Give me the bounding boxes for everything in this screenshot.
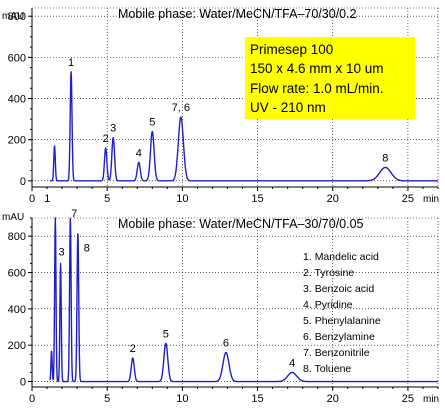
top-peak-label: 2 — [103, 133, 109, 145]
bottom-x-tick-label: 20 — [327, 393, 339, 405]
bottom-peak-label: 4 — [289, 357, 295, 369]
column-info-box: Primesep 100 150 x 4.6 mm x 10 um Flow r… — [245, 37, 415, 119]
bottom-peak-label: 1 — [44, 193, 50, 205]
top-peak-label: 5 — [149, 116, 155, 128]
top-x-tick-label: 5 — [104, 193, 110, 205]
legend-item-4: 4. Pyridine — [303, 299, 353, 311]
legend-item-2: 2. Tyrosine — [303, 267, 354, 279]
bottom-peak-label: 6 — [223, 337, 229, 349]
legend-item-8: 8. Toluene — [303, 363, 351, 375]
info-box-line-4: UV - 210 nm — [250, 100, 326, 115]
bottom-peak-label: 7 — [71, 208, 77, 220]
legend-item-5: 5. Phenylalanine — [303, 315, 381, 327]
top-peak-label: 1 — [68, 57, 74, 69]
top-x-axis-unit: min — [423, 194, 439, 205]
info-box-line-3: Flow rate: 1.0 mL/min. — [250, 81, 384, 96]
bottom-peak-label: 3 — [59, 246, 65, 258]
legend-item-3: 3. Benzoic acid — [303, 283, 374, 295]
top-chromatogram: Mobile phase: Water/MeCN/TFA–70/30/0.2 m… — [2, 7, 439, 205]
bottom-x-tick-label: 10 — [176, 393, 188, 405]
legend-item-7: 7. Benzonitrile — [303, 347, 370, 359]
bottom-y-tick-label: 200 — [8, 340, 26, 352]
top-y-tick-label: 200 — [8, 135, 26, 147]
top-x-tick-label: 15 — [251, 193, 263, 205]
bottom-x-tick-label: 25 — [402, 393, 414, 405]
bottom-peak-label: 8 — [84, 243, 90, 255]
compound-legend: 1. Mandelic acid 2. Tyrosine 3. Benzoic … — [303, 251, 381, 375]
bottom-chart-title: Mobile phase: Water/MeCN/TFA–30/70/0.05 — [118, 217, 364, 231]
bottom-x-tick-label: 0 — [29, 393, 35, 405]
bottom-chromatogram-trace — [49, 217, 439, 383]
legend-item-6: 6. Benzylamine — [303, 331, 375, 343]
top-x-tick-label: 20 — [327, 193, 339, 205]
top-peak-label: 4 — [136, 147, 142, 159]
bottom-x-axis-unit: min — [423, 394, 439, 405]
top-y-axis-unit: mAU — [2, 11, 24, 22]
top-chromatogram-trace — [49, 71, 439, 182]
bottom-chromatogram: Mobile phase: Water/MeCN/TFA–30/70/0.05 … — [2, 193, 439, 405]
top-y-tick-label: 800 — [8, 11, 26, 23]
top-y-tick-label: 600 — [8, 52, 26, 64]
top-peak-label: 7, 6 — [172, 102, 190, 114]
top-y-tick-label: 400 — [8, 94, 26, 106]
bottom-x-tick-label: 5 — [104, 393, 110, 405]
bottom-peak-label: 2 — [130, 343, 136, 355]
legend-item-1: 1. Mandelic acid — [303, 251, 379, 263]
info-box-line-1: Primesep 100 — [250, 42, 333, 57]
top-chart-title: Mobile phase: Water/MeCN/TFA–70/30/0.2 — [118, 7, 357, 21]
top-peak-label: 3 — [110, 123, 116, 135]
info-box-background — [245, 37, 415, 119]
bottom-peak-label: 5 — [163, 328, 169, 340]
bottom-y-tick-label: 600 — [8, 268, 26, 280]
top-y-tick-label: 0 — [20, 176, 26, 188]
bottom-y-tick-label: 800 — [8, 231, 26, 243]
top-peak-label: 8 — [382, 152, 388, 164]
top-x-tick-label: 10 — [176, 193, 188, 205]
top-x-tick-label: 0 — [29, 193, 35, 205]
bottom-y-tick-label: 0 — [20, 377, 26, 389]
bottom-y-axis-unit: mAU — [2, 212, 24, 223]
bottom-x-tick-label: 15 — [251, 393, 263, 405]
top-x-tick-label: 25 — [402, 193, 414, 205]
info-box-line-2: 150 x 4.6 mm x 10 um — [250, 61, 384, 76]
bottom-y-tick-label: 400 — [8, 304, 26, 316]
